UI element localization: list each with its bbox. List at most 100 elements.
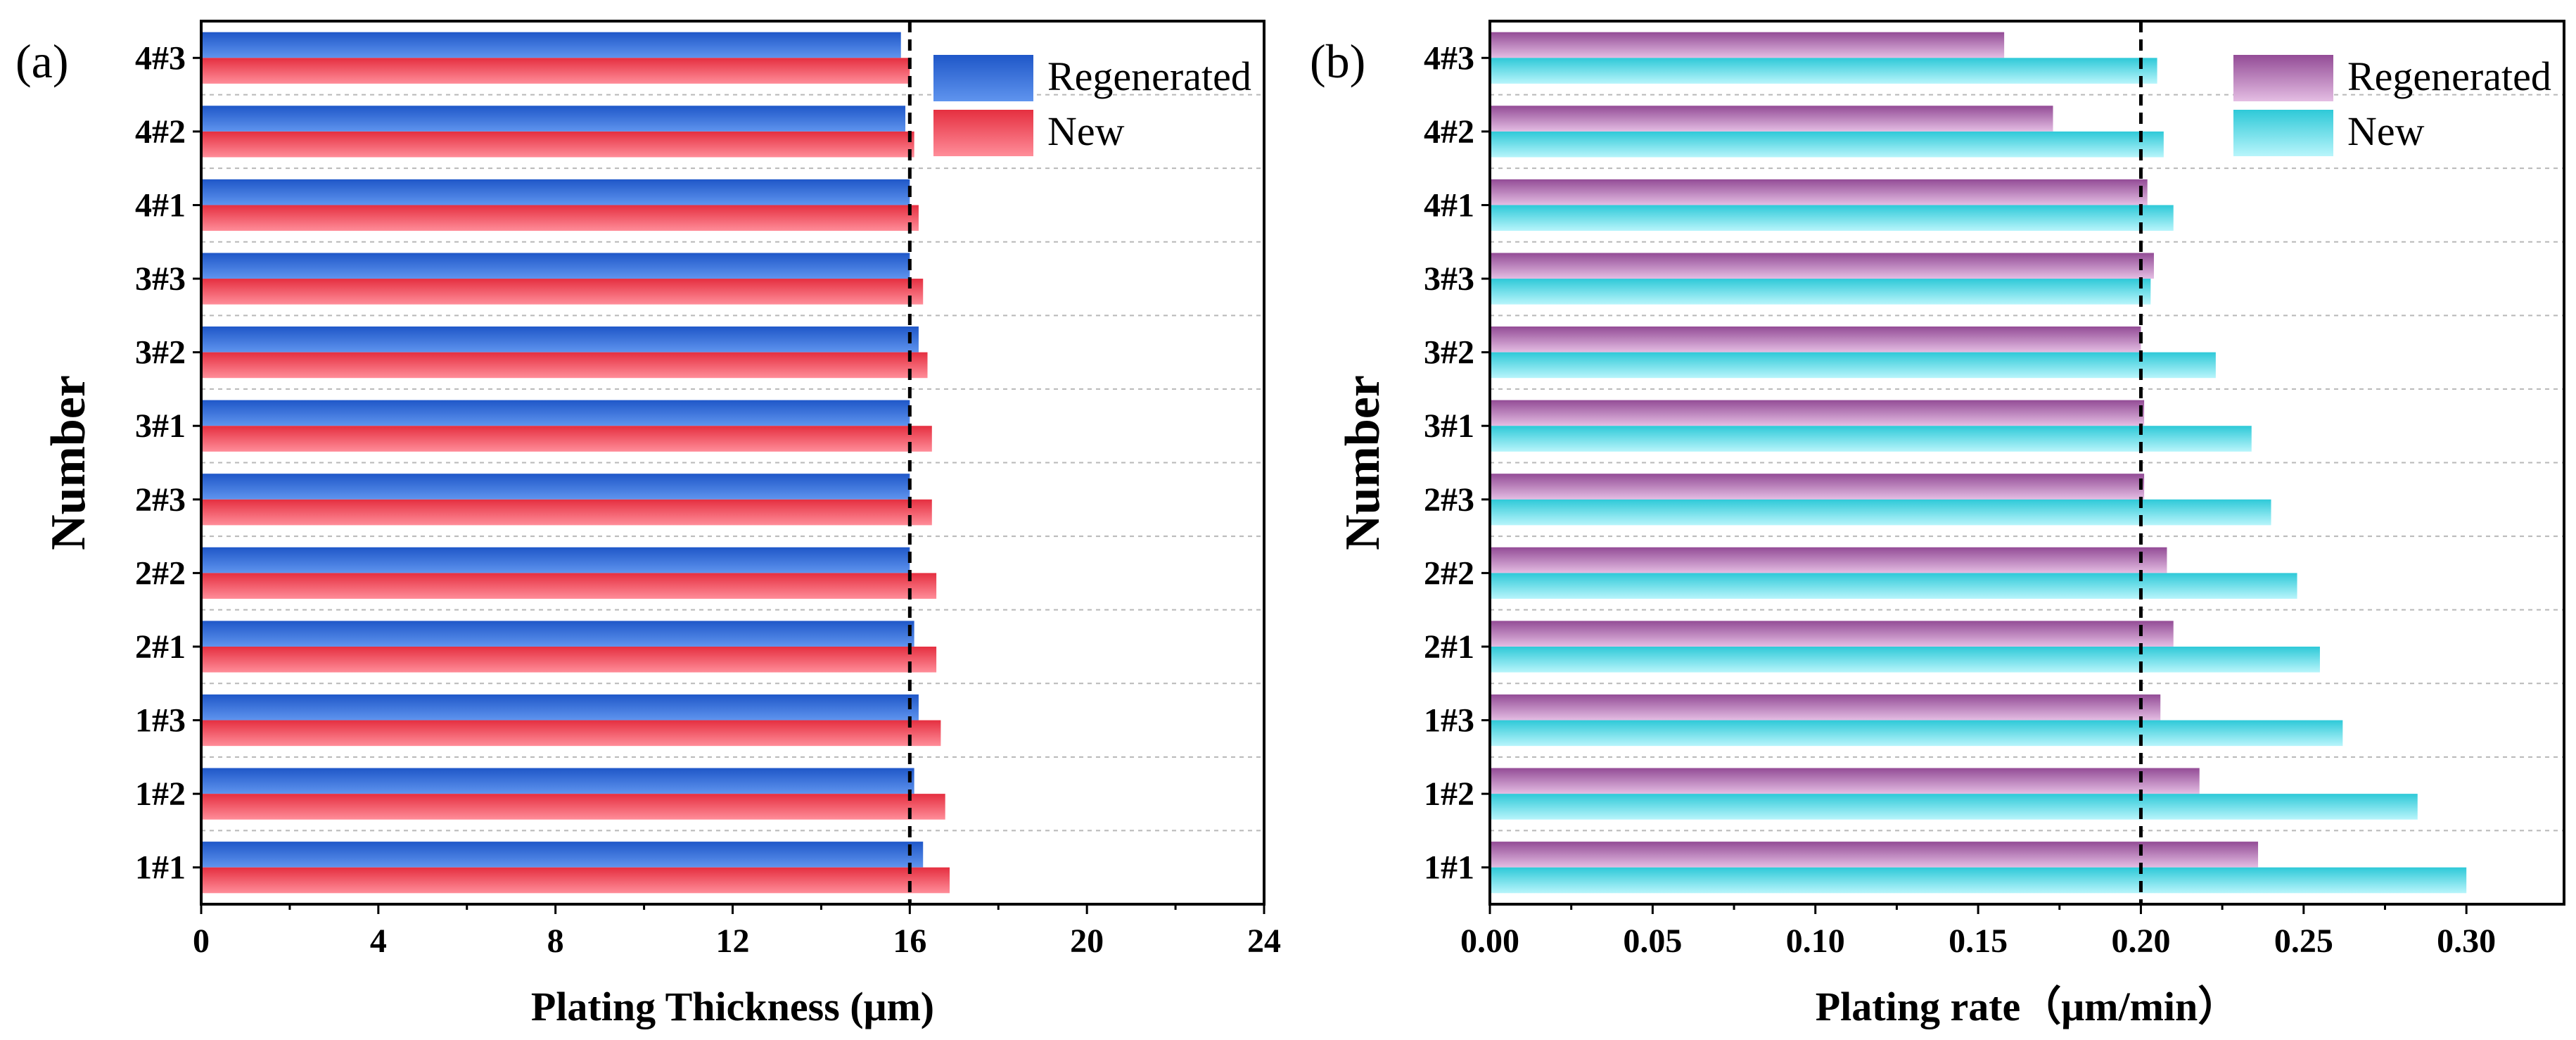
bar-new-1-1 [1490, 867, 2467, 894]
bar-regenerated-4-3 [201, 32, 901, 58]
y-tick-label: 2#3 [135, 481, 186, 519]
bar-new-2-1 [1490, 646, 2320, 673]
y-axis-title: Number [42, 375, 96, 550]
y-tick-label: 2#2 [135, 554, 186, 592]
legend-swatch-new [933, 110, 1033, 156]
y-tick-label: 2#1 [135, 628, 186, 666]
legend-label-regenerated: Regenerated [1047, 53, 1251, 99]
x-axis-title: Plating rate（μm/min） [1816, 984, 2239, 1029]
x-tick-label: 0.05 [1623, 922, 1682, 960]
x-tick-label: 0.20 [2111, 922, 2170, 960]
bar-regenerated-1-3 [1490, 694, 2161, 721]
bar-new-3-2 [201, 352, 928, 379]
y-tick-label: 4#3 [135, 39, 186, 77]
x-tick-label: 24 [1247, 922, 1281, 960]
y-tick-label: 4#1 [135, 186, 186, 224]
bar-new-3-2 [1490, 352, 2216, 379]
plot-frame [1488, 20, 2565, 906]
bar-regenerated-4-1 [201, 179, 910, 205]
y-tick-label: 2#3 [1424, 481, 1474, 519]
y-tick-label: 1#3 [1424, 702, 1474, 740]
bar-new-1-3 [201, 720, 941, 747]
y-tick-label: 3#2 [135, 334, 186, 372]
bar-new-4-3 [201, 58, 910, 84]
bar-regenerated-4-2 [201, 106, 906, 132]
y-tick-label: 4#2 [1424, 113, 1474, 151]
bar-regenerated-1-3 [201, 694, 919, 721]
bar-new-2-3 [1490, 499, 2271, 526]
bar-regenerated-3-2 [201, 326, 919, 353]
bar-regenerated-3-3 [201, 253, 910, 279]
y-tick-label: 3#1 [1424, 407, 1474, 445]
y-tick-label: 2#2 [1424, 554, 1474, 592]
x-tick-label: 0.00 [1460, 922, 1519, 960]
bar-new-3-3 [1490, 279, 2151, 305]
y-tick-label: 2#1 [1424, 628, 1474, 666]
legend-swatch-new [2233, 110, 2333, 156]
y-tick-label: 3#3 [135, 260, 186, 298]
bar-regenerated-2-1 [1490, 621, 2174, 647]
bar-new-4-3 [1490, 58, 2157, 84]
bar-new-2-3 [201, 499, 932, 526]
bar-new-1-1 [201, 867, 950, 894]
bar-regenerated-2-2 [201, 547, 910, 573]
bar-new-4-1 [201, 205, 919, 232]
bar-new-1-2 [1490, 794, 2418, 820]
panel-label-b: (b) [1310, 34, 1365, 88]
bar-regenerated-4-2 [1490, 106, 2053, 132]
x-tick-label: 0.25 [2274, 922, 2333, 960]
y-axis-title: Number [1336, 375, 1390, 550]
legend-label-new: New [1047, 108, 1125, 154]
bar-regenerated-1-2 [201, 768, 914, 794]
bar-regenerated-3-2 [1490, 326, 2141, 353]
y-tick-label: 3#1 [135, 407, 186, 445]
bar-regenerated-4-1 [1490, 179, 2148, 205]
panel-label-a: (a) [15, 34, 68, 88]
x-tick-label: 16 [893, 922, 926, 960]
x-tick-label: 0.15 [1949, 922, 2008, 960]
bar-regenerated-3-3 [1490, 253, 2154, 279]
x-axis-title: Plating Thickness (μm) [531, 984, 934, 1029]
bar-new-3-1 [1490, 426, 2252, 452]
y-tick-label: 4#3 [1424, 39, 1474, 77]
bar-new-1-3 [1490, 720, 2343, 747]
y-tick-label: 3#3 [1424, 260, 1474, 298]
x-tick-label: 20 [1070, 922, 1104, 960]
y-tick-label: 1#3 [135, 702, 186, 740]
bar-regenerated-1-2 [1490, 768, 2200, 794]
x-tick-label: 8 [547, 922, 564, 960]
bar-new-2-1 [201, 646, 937, 673]
y-tick-label: 4#2 [135, 113, 186, 151]
y-tick-label: 1#2 [135, 775, 186, 813]
panel-b-chart: (b) 4#3 4#2 4#1 3#3 3#2 3#1 2#3 2#2 2#1 1#3 1#2 1#1 0… [1310, 20, 2565, 1029]
bar-regenerated-1-1 [1490, 842, 2259, 868]
y-tick-label: 4#1 [1424, 186, 1474, 224]
bar-new-3-3 [201, 279, 924, 305]
bar-regenerated-4-3 [1490, 32, 2005, 58]
bar-new-2-2 [1490, 573, 2297, 599]
x-tick-label: 12 [716, 922, 750, 960]
x-tick-label: 0.30 [2437, 922, 2496, 960]
x-tick-label: 0.10 [1786, 922, 1845, 960]
x-tick-label: 4 [370, 922, 387, 960]
y-tick-label: 3#2 [1424, 334, 1474, 372]
y-tick-label: 1#1 [1424, 849, 1474, 887]
bar-new-4-2 [1490, 131, 2164, 158]
panel-a-chart: (a) 4#3 4#2 4#1 3#3 3#2 3#1 2#3 2#2 2#1 1#3 1#2 1#10… [15, 20, 1281, 1029]
bar-new-1-2 [201, 794, 945, 820]
legend-label-new: New [2347, 108, 2425, 154]
bar-regenerated-2-2 [1490, 547, 2167, 573]
legend-swatch-regenerated [933, 55, 1033, 101]
y-tick-label: 1#1 [135, 849, 186, 887]
x-tick-label: 0 [193, 922, 210, 960]
bar-new-4-2 [201, 131, 914, 158]
bar-regenerated-2-3 [1490, 474, 2145, 500]
legend-label-regenerated: Regenerated [2347, 53, 2551, 99]
legend-swatch-regenerated [2233, 55, 2333, 101]
bar-new-3-1 [201, 426, 932, 452]
bar-regenerated-3-1 [1490, 400, 2145, 426]
bar-new-4-1 [1490, 205, 2174, 232]
bar-new-2-2 [201, 573, 937, 599]
